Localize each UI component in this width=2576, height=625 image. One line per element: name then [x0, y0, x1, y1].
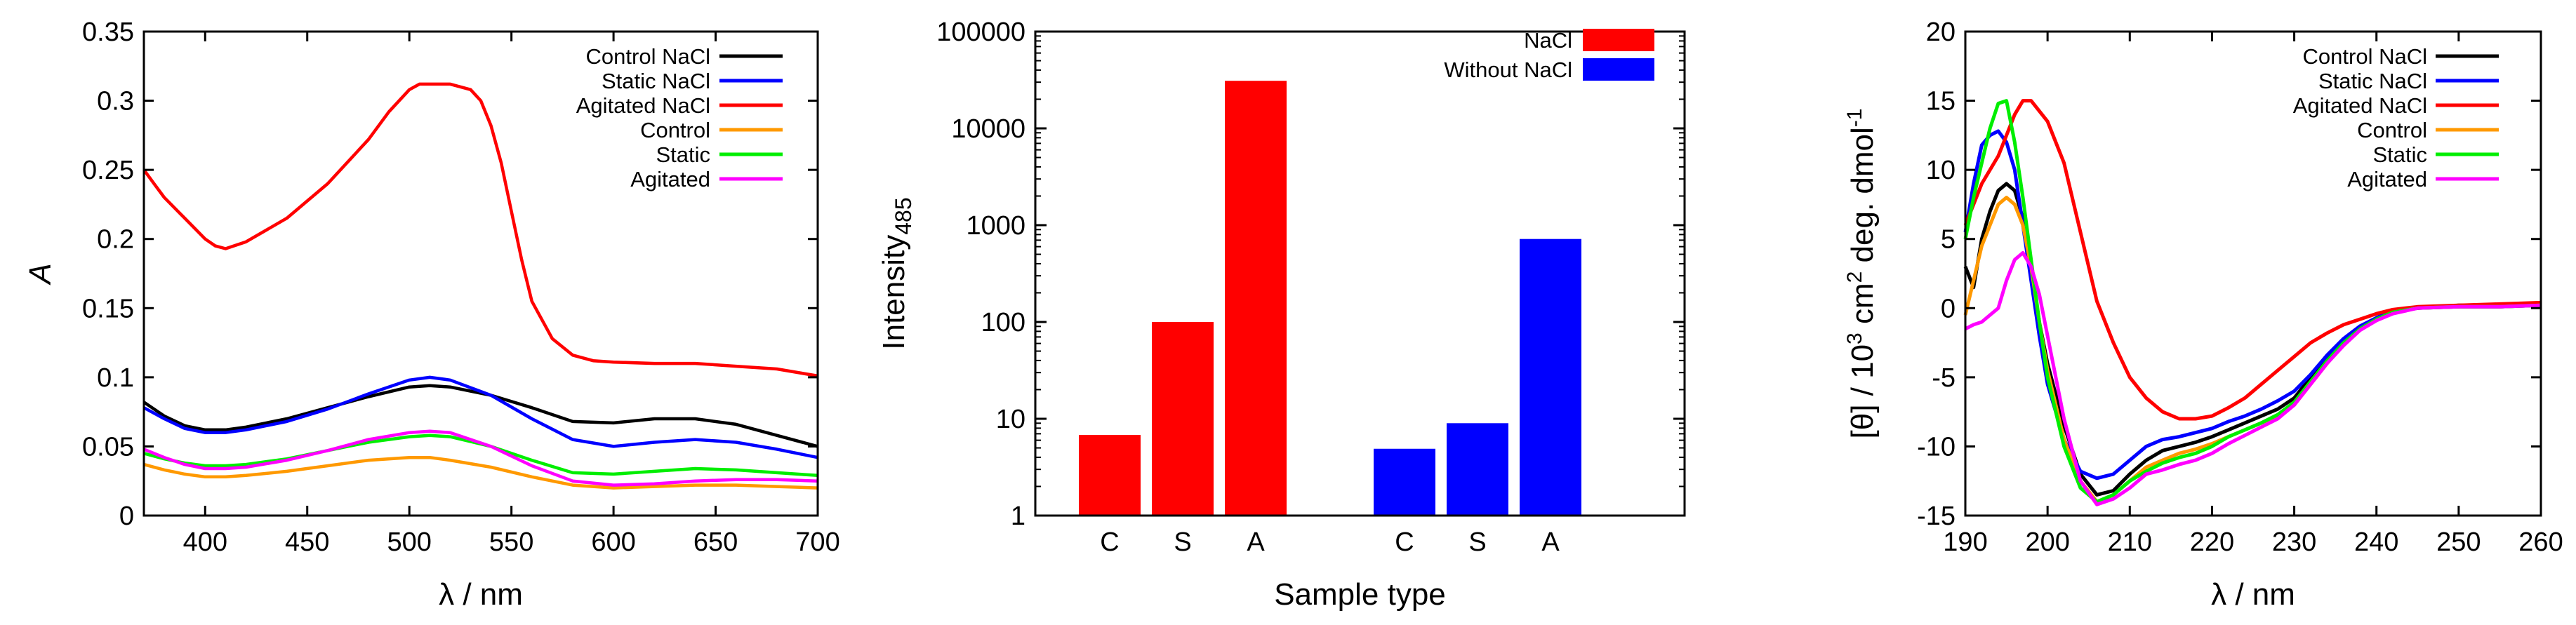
y-tick-label: 10: [996, 405, 1025, 434]
x-category-label: S: [1174, 527, 1191, 557]
plot-frame: [1034, 30, 1686, 517]
legend-label: Agitated NaCl: [2293, 93, 2427, 118]
bar-nacl-c: [1079, 435, 1141, 516]
y-axis-label-part: cm: [1845, 283, 1880, 332]
y-tick-label: 10000: [951, 114, 1025, 144]
bar-without-nacl-s: [1447, 423, 1508, 516]
x-tick-label: 200: [2025, 527, 2069, 557]
y-tick-label: 0: [1941, 294, 1956, 323]
legend-label: Control NaCl: [586, 44, 710, 69]
bar-without-nacl-a: [1520, 238, 1581, 516]
y-tick-label: 0.2: [97, 225, 134, 255]
y-axis-label-part: [θ] / 10: [1845, 344, 1880, 439]
y-tick-label: 10: [1926, 156, 1956, 185]
series-line-control-nacl: [1963, 182, 2542, 497]
y-axis-label-superscript: 3: [1843, 332, 1866, 344]
y-axis-label: A: [23, 263, 58, 285]
legend-label: Control: [640, 118, 710, 142]
y-tick-label: 0.15: [82, 294, 134, 323]
x-category-label: S: [1468, 527, 1486, 557]
x-category-label: A: [1247, 527, 1265, 557]
x-tick-label: 260: [2518, 527, 2563, 557]
x-axis-label: λ / nm: [439, 577, 523, 612]
x-tick-label: 240: [2354, 527, 2398, 557]
absorbance-chart: 400 450 500 550 600 650 700 0 0.05 0.1 0.15 0.2 0.25…: [23, 18, 840, 612]
y-tick-label: 1: [1011, 502, 1025, 531]
x-tick-label: 230: [2272, 527, 2316, 557]
x-tick-label: 700: [795, 527, 839, 557]
y-axis-label-superscript: -1: [1843, 109, 1866, 128]
y-tick-label: 0.25: [82, 156, 134, 185]
legend-label: Static NaCl: [602, 69, 710, 93]
series-line-control-nacl: [142, 384, 818, 448]
y-tick-label: 0.05: [82, 432, 134, 462]
y-tick-label: -15: [1917, 502, 1956, 531]
x-tick-label: 400: [183, 527, 227, 557]
x-axis-label: λ / nm: [2211, 577, 2295, 612]
series-line-static-nacl: [142, 375, 818, 459]
y-tick-label: 0.35: [82, 18, 134, 47]
legend-swatch: [1583, 29, 1654, 51]
x-category-label: C: [1395, 527, 1414, 557]
y-tick-label: -5: [1932, 363, 1956, 393]
x-tick-label: 210: [2108, 527, 2152, 557]
bar-nacl-a: [1225, 81, 1287, 516]
y-tick-label: 0.3: [97, 87, 134, 116]
y-tick-label: 100000: [936, 18, 1025, 47]
y-axis-label-part: deg. dmol: [1845, 127, 1880, 271]
legend-label: Static NaCl: [2318, 69, 2427, 93]
y-axis-label-subscript: 485: [891, 197, 916, 234]
legend-label: Agitated NaCl: [576, 93, 710, 118]
cd-chart: 190 200 210 220 230 240 250 260 -15 -10 -5 0 5 10 15 20…: [1843, 18, 2563, 612]
intensity-chart: C S A C S A 1 10 100 1000 10000 100000 Sample type In…: [877, 18, 1686, 612]
plot-frame: [1964, 30, 2542, 517]
series-line-static: [143, 434, 818, 478]
y-tick-label: -10: [1917, 432, 1956, 462]
legend-label: Control NaCl: [2303, 44, 2427, 69]
legend-label: Control: [2357, 118, 2427, 142]
y-axis-label: Intensity485: [877, 197, 916, 349]
y-tick-label: 0.1: [97, 363, 134, 393]
y-tick-label: 15: [1926, 87, 1956, 116]
x-category-label: A: [1541, 527, 1560, 557]
x-tick-label: 450: [285, 527, 329, 557]
x-axis-label: Sample type: [1274, 577, 1446, 612]
x-tick-label: 550: [489, 527, 533, 557]
y-tick-label: 100: [981, 308, 1025, 337]
y-axis-label: [θ] / 103 cm2 deg. dmol-1: [1843, 109, 1880, 439]
series-line-agitated-nacl: [142, 82, 818, 378]
bar-nacl-s: [1152, 322, 1214, 516]
legend-label: NaCl: [1524, 28, 1572, 53]
y-tick-label: 20: [1926, 18, 1956, 47]
bar-without-nacl-c: [1374, 448, 1435, 516]
x-tick-label: 500: [387, 527, 431, 557]
series-line-agitated-nacl: [1963, 99, 2542, 421]
series-line-agitated: [143, 429, 818, 487]
plot-frame: [142, 30, 819, 517]
x-tick-label: 600: [591, 527, 635, 557]
legend-label: Static: [2372, 142, 2427, 167]
y-tick-label: 0: [119, 502, 134, 531]
x-tick-label: 650: [693, 527, 738, 557]
series-line-control: [143, 455, 818, 490]
y-tick-label: 5: [1941, 225, 1956, 255]
y-axis-label-superscript: 2: [1843, 271, 1866, 283]
y-axis-label-main: Intensity: [877, 235, 911, 350]
x-tick-label: 190: [1943, 527, 1987, 557]
legend-swatch: [1583, 58, 1654, 81]
series-line-agitated: [1964, 250, 2542, 506]
legend-label: Agitated: [2347, 167, 2427, 191]
series-line-static-nacl: [1963, 129, 2542, 480]
legend-label: Static: [656, 142, 710, 167]
x-tick-label: 250: [2436, 527, 2481, 557]
legend-label: Without NaCl: [1444, 58, 1572, 82]
y-tick-label: 1000: [966, 211, 1025, 241]
x-category-label: C: [1100, 527, 1119, 557]
series-line-static: [1963, 99, 2542, 504]
legend-label: Agitated: [630, 167, 710, 191]
x-tick-label: 220: [2190, 527, 2234, 557]
